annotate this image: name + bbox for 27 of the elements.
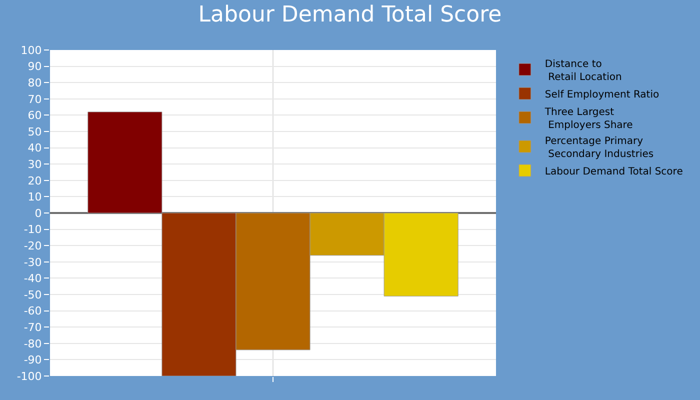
y-tick-label: -10 xyxy=(24,223,42,236)
y-tick-label: 20 xyxy=(28,174,42,188)
y-tick-label: 80 xyxy=(28,76,42,90)
y-tick-label: 100 xyxy=(20,44,42,57)
chart-title: Labour Demand Total Score xyxy=(198,2,502,28)
y-tick-label: -40 xyxy=(24,272,42,286)
y-tick-label: -20 xyxy=(24,239,42,252)
y-tick-label: 30 xyxy=(28,158,42,171)
y-tick-label: 10 xyxy=(28,190,42,204)
y-tick-label: -50 xyxy=(24,288,42,302)
y-tick-label: 60 xyxy=(28,109,42,122)
y-tick-label: -100 xyxy=(16,370,42,383)
y-tick-label: 90 xyxy=(28,60,42,74)
y-tick-label: 50 xyxy=(28,125,42,138)
y-tick-label: 0 xyxy=(34,206,42,220)
y-tick-label: -30 xyxy=(24,256,42,269)
y-tick-label: -80 xyxy=(24,337,42,350)
y-tick-label: 40 xyxy=(28,142,42,155)
legend-label: Percentage Primary Secondary Industries xyxy=(544,136,654,160)
legend-label: Self Employment Ratio xyxy=(544,89,660,100)
y-tick-label: -90 xyxy=(24,354,42,367)
legend-label: Three Largest Employers Share xyxy=(544,106,633,131)
y-tick-label: 70 xyxy=(28,92,42,106)
legend-label: Distance to Retail Location xyxy=(544,58,622,83)
y-tick-label: -70 xyxy=(24,320,42,334)
y-tick-label: -60 xyxy=(24,304,42,318)
legend-label: Labour Demand Total Score xyxy=(544,166,683,178)
